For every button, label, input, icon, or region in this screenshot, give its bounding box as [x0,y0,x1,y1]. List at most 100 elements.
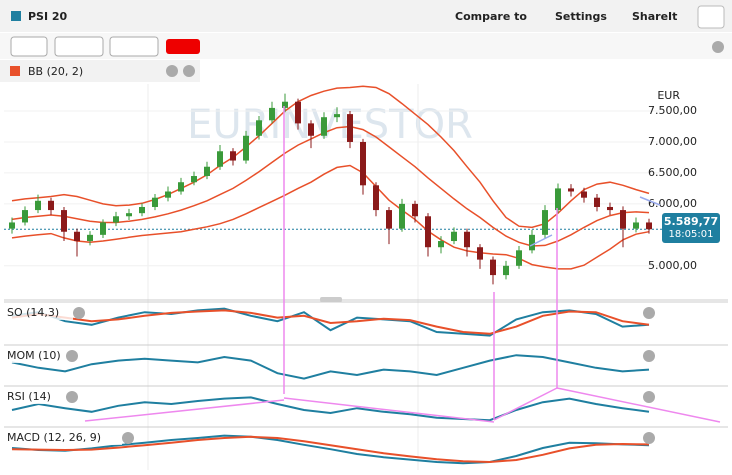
menu-item[interactable]: Settings [555,10,607,23]
candle-body [217,151,223,167]
panel-label-bg [4,390,66,404]
candle-body [256,120,262,136]
candle-body [646,222,652,230]
line-button[interactable] [54,36,104,57]
close-button[interactable] [712,41,724,53]
annotation-line [283,397,495,423]
resize-handle[interactable] [320,297,342,302]
fullscreen-button[interactable] [697,5,725,29]
line [11,434,650,465]
candle-body [269,107,275,121]
candle-body [282,101,288,108]
candle-body [386,210,392,229]
candle-body [191,176,197,183]
panel-settings[interactable] [66,350,78,362]
candle-body [477,247,483,260]
candle-body [555,188,561,211]
indicator-label: BB (20, 2) [28,65,83,78]
line [11,307,650,337]
candle-body [607,206,613,211]
line [11,396,650,422]
annotation-arrow [529,234,553,247]
candle-body [425,216,431,248]
candle-body [61,210,67,232]
panel-label-bg [4,306,73,320]
panel-settings[interactable] [73,307,85,319]
panel-settings[interactable] [122,432,134,444]
menu-item[interactable]: Compare to [455,10,527,23]
candle-body [503,265,509,276]
panel-label: RSI (14) [7,390,51,403]
last-time: 18:05:01 [669,229,714,240]
y-tick-label: 5.000,00 [648,259,697,272]
candle-body [633,222,639,229]
settings-button[interactable] [166,65,178,77]
indicator-tab [0,60,200,82]
candle-body [464,231,470,248]
line [11,164,650,270]
annotations [84,106,721,423]
panel-close[interactable] [643,432,655,444]
candle-body [373,185,379,211]
candle-body [295,101,301,124]
candle-body [451,231,457,242]
candle-body [594,197,600,207]
price-box [662,213,720,243]
annotation-arrow [639,196,661,206]
candle-body [347,114,353,142]
annotation-line [84,399,285,422]
candle-body [620,210,626,229]
candle-body [178,182,184,192]
candle-body [48,200,54,211]
line [11,309,650,335]
panel-close[interactable] [643,350,655,362]
y-tick-label: 7.000,00 [648,135,697,148]
candle-body [542,210,548,235]
y-tick-label: 7.500,00 [648,104,697,117]
remove-button[interactable] [183,65,195,77]
candle-body [230,151,236,161]
currency: EUR [657,89,680,102]
candle-body [204,166,210,177]
line [11,354,650,380]
candle-body [529,234,535,251]
panel-settings[interactable] [66,391,78,403]
draw-button[interactable] [10,36,48,57]
last-price: 5.589,77 [664,215,718,228]
indicator-button[interactable] [109,36,159,57]
candle-body [139,206,145,214]
y-tick-label: 6.500,00 [648,166,697,179]
panel-label: MOM (10) [7,349,61,362]
watermark: EURINVESTOR [187,102,473,148]
panel-close[interactable] [643,307,655,319]
line [11,435,650,464]
top-bar [0,0,732,32]
candle-body [308,123,314,136]
candle-body [334,114,340,118]
color-button[interactable] [166,39,200,54]
annotation-line [556,387,721,423]
title: PSI 20 [28,10,68,23]
panel-label-bg [4,349,66,363]
candle-body [152,197,158,207]
panel-label-bg [4,431,122,445]
candle-body [412,203,418,217]
candle-body [74,231,80,242]
candle-body [568,188,574,192]
candle-body [438,241,444,248]
y-tick-label: 6.000,00 [648,197,697,210]
indicator-icon [10,66,20,76]
candle-body [399,203,405,229]
menu-item[interactable]: ShareIt [632,10,677,23]
candle-body [87,234,93,242]
candle-body [516,250,522,266]
panel-label: MACD (12, 26, 9) [7,431,101,444]
title-icon [11,11,21,21]
candle-body [35,200,41,211]
panel-close[interactable] [643,391,655,403]
candle-body [321,117,327,136]
panel-label: SO (14,3) [7,306,59,319]
candle-body [100,222,106,235]
candle-body [22,210,28,223]
